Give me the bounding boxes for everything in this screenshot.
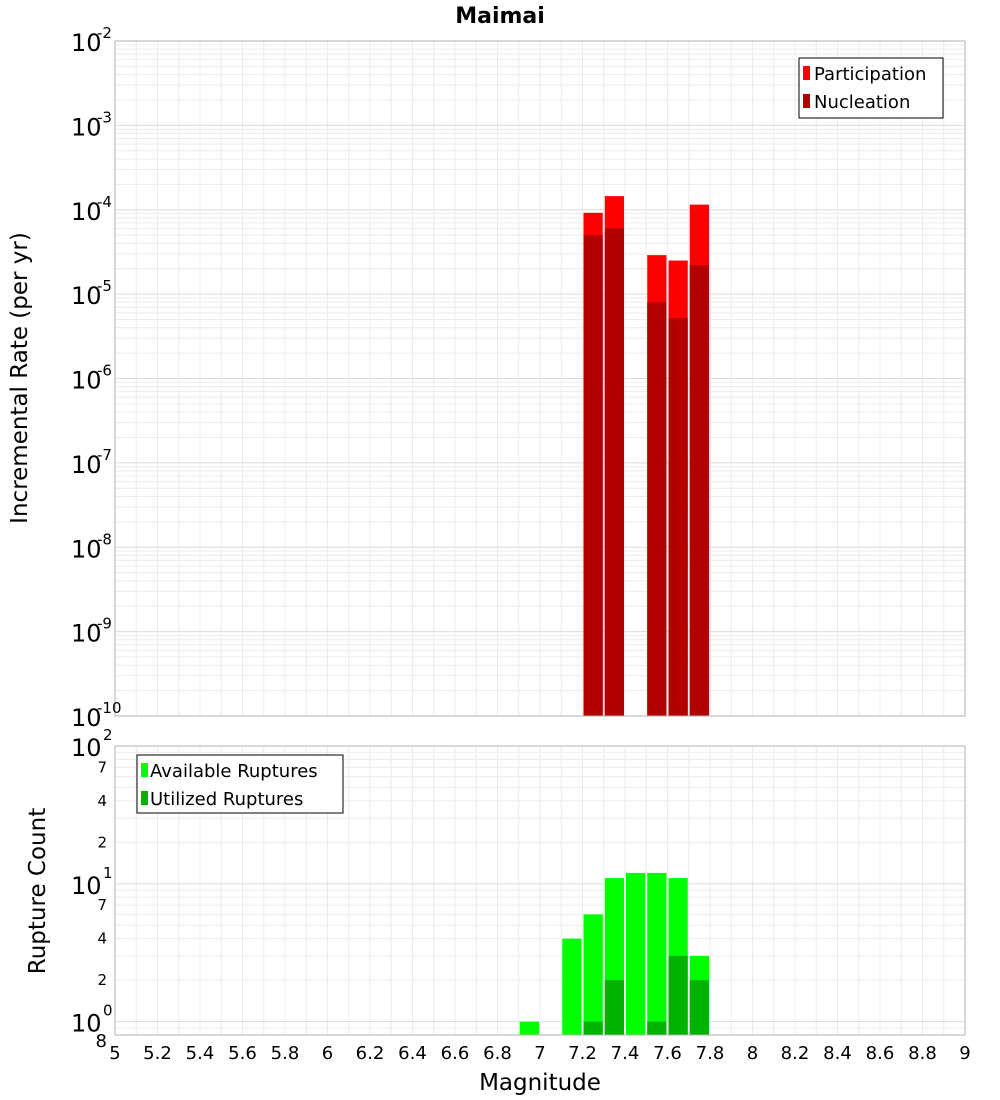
y-tick-minor: 4 bbox=[97, 930, 107, 948]
y-tick-base: 10 bbox=[71, 113, 102, 141]
y-tick-exponent: -4 bbox=[97, 193, 112, 211]
x-tick-label: 8.2 bbox=[781, 1043, 810, 1064]
y-tick-base: 10 bbox=[71, 198, 102, 226]
y-tick-base: 10 bbox=[71, 620, 102, 648]
bar-utilized bbox=[604, 980, 624, 1035]
x-tick-label: 6 bbox=[322, 1043, 333, 1064]
top-panel-grid bbox=[114, 41, 966, 717]
bar-available bbox=[626, 872, 646, 1035]
bar-utilized bbox=[689, 980, 709, 1035]
y-tick-base: 10 bbox=[71, 1010, 102, 1038]
legend-label-participation: Participation bbox=[814, 64, 926, 85]
legend-swatch-utilized bbox=[141, 791, 148, 805]
bar-available bbox=[562, 938, 582, 1035]
chart-title: Maimai bbox=[455, 4, 545, 29]
x-tick-label: 5.2 bbox=[143, 1043, 172, 1064]
bottom-panel-bars bbox=[519, 872, 709, 1035]
x-tick-label: 7.6 bbox=[653, 1043, 682, 1064]
y-tick-base: 10 bbox=[71, 872, 102, 900]
x-tick-label: 7.4 bbox=[611, 1043, 640, 1064]
bar-utilized bbox=[668, 955, 688, 1035]
y-tick-exponent: -5 bbox=[97, 277, 112, 295]
y-tick-base: 10 bbox=[71, 29, 102, 57]
x-tick-label: 6.8 bbox=[483, 1043, 512, 1064]
y-tick-exponent: -7 bbox=[97, 446, 112, 464]
x-tick-label: 9 bbox=[959, 1043, 970, 1064]
y-tick-minor: 7 bbox=[97, 758, 107, 776]
bar-nucleation bbox=[668, 318, 688, 716]
x-tick-label: 7 bbox=[534, 1043, 545, 1064]
y-tick-base: 10 bbox=[71, 535, 102, 563]
top-legend: Participation Nucleation bbox=[798, 57, 944, 119]
bottom-panel-frame bbox=[114, 745, 966, 1036]
legend-swatch-available bbox=[141, 763, 148, 777]
x-tick-label: 5 bbox=[109, 1043, 120, 1064]
legend-swatch-nucleation bbox=[803, 94, 810, 108]
y-tick-exponent: -10 bbox=[97, 699, 122, 717]
bar-available bbox=[583, 914, 603, 1035]
y-tick-exponent: 1 bbox=[103, 864, 113, 882]
bar-utilized bbox=[583, 1021, 603, 1035]
y-tick-exponent: 0 bbox=[103, 1002, 113, 1020]
y-tick-base: 10 bbox=[71, 704, 102, 732]
bottom-y-axis-title: Rupture Count bbox=[25, 808, 51, 974]
top-panel-bars bbox=[583, 196, 709, 717]
y-tick-bottom: 8 bbox=[96, 1031, 107, 1052]
top-legend-box bbox=[798, 57, 944, 119]
x-tick-label: 5.6 bbox=[228, 1043, 257, 1064]
y-tick-minor: 2 bbox=[97, 971, 107, 989]
x-axis-title: Magnitude bbox=[479, 1070, 601, 1096]
x-tick-label: 5.4 bbox=[186, 1043, 215, 1064]
x-tick-label: 8 bbox=[747, 1043, 758, 1064]
x-tick-label: 7.2 bbox=[568, 1043, 597, 1064]
y-tick-exponent: 2 bbox=[103, 726, 113, 744]
y-tick-base: 10 bbox=[71, 367, 102, 395]
legend-swatch-participation bbox=[803, 66, 810, 80]
bar-nucleation bbox=[604, 228, 624, 716]
x-tick-label: 8.4 bbox=[823, 1043, 852, 1064]
y-tick-minor: 2 bbox=[97, 833, 107, 851]
y-tick-base: 10 bbox=[71, 734, 102, 762]
bar-nucleation bbox=[583, 235, 603, 716]
x-tick-labels: 5 5.2 5.4 5.6 5.8 6 6.2 6.4 6.6 6.8 7 7.2 7.4 7.6 7.8 8… bbox=[109, 1043, 970, 1064]
bar-nucleation bbox=[647, 302, 667, 716]
y-tick-exponent: -6 bbox=[97, 362, 112, 380]
bar-available bbox=[647, 872, 667, 1035]
legend-label-available: Available Ruptures bbox=[150, 761, 318, 782]
top-y-axis-title: Incremental Rate (per yr) bbox=[7, 232, 33, 524]
y-tick-exponent: -8 bbox=[97, 530, 112, 548]
y-tick-minor: 7 bbox=[97, 896, 107, 914]
y-tick-minor: 4 bbox=[97, 792, 107, 810]
legend-label-utilized: Utilized Ruptures bbox=[150, 789, 303, 810]
bar-available bbox=[519, 1021, 539, 1035]
y-tick-exponent: -9 bbox=[97, 615, 112, 633]
y-tick-base: 10 bbox=[71, 282, 102, 310]
x-tick-label: 8.6 bbox=[866, 1043, 895, 1064]
legend-label-nucleation: Nucleation bbox=[814, 92, 910, 113]
x-tick-label: 5.8 bbox=[271, 1043, 300, 1064]
bottom-legend: Available Ruptures Utilized Ruptures bbox=[136, 754, 344, 814]
x-tick-label: 6.4 bbox=[398, 1043, 427, 1064]
top-panel-frame bbox=[114, 40, 966, 717]
y-tick-base: 10 bbox=[71, 451, 102, 479]
y-tick-exponent: -2 bbox=[97, 24, 112, 42]
bar-utilized bbox=[647, 1021, 667, 1035]
bar-nucleation bbox=[689, 265, 709, 716]
x-tick-label: 6.2 bbox=[356, 1043, 385, 1064]
y-tick-exponent: -3 bbox=[97, 108, 112, 126]
x-tick-label: 6.6 bbox=[441, 1043, 470, 1064]
bottom-legend-box bbox=[136, 754, 344, 814]
x-tick-label: 7.8 bbox=[696, 1043, 725, 1064]
x-tick-label: 8.8 bbox=[908, 1043, 937, 1064]
